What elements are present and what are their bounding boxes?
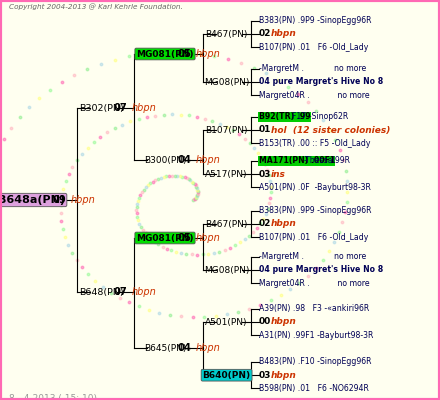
Text: hbpn: hbpn	[196, 49, 220, 59]
Text: A501(PN) .0F  -Bayburt98-3R: A501(PN) .0F -Bayburt98-3R	[259, 183, 370, 192]
Text: B383(PN) .9P9 -SinopEgg96R: B383(PN) .9P9 -SinopEgg96R	[259, 206, 371, 215]
Text: hol  (12 sister colonies): hol (12 sister colonies)	[271, 126, 390, 134]
Text: B645(PN): B645(PN)	[144, 344, 186, 352]
Text: hbpn: hbpn	[196, 155, 220, 165]
Text: hbpn: hbpn	[271, 371, 297, 380]
Text: F17 -Sinop62R: F17 -Sinop62R	[293, 112, 348, 121]
Text: B640(PN): B640(PN)	[202, 371, 251, 380]
Text: B598(PN) .01   F6 -NO6294R: B598(PN) .01 F6 -NO6294R	[259, 384, 369, 393]
Text: B648(PN): B648(PN)	[79, 288, 124, 296]
Text: 03: 03	[259, 371, 271, 380]
Text: MG08(PN): MG08(PN)	[204, 78, 249, 86]
Text: A501(PN): A501(PN)	[205, 318, 248, 326]
Text: 03: 03	[259, 170, 271, 178]
Text: B648a(PN): B648a(PN)	[0, 195, 65, 205]
Text: B483(PN) .F10 -SinopEgg96R: B483(PN) .F10 -SinopEgg96R	[259, 358, 371, 366]
Text: Margret04R .           no more: Margret04R . no more	[259, 279, 369, 288]
Text: Margret04R .           no more: Margret04R . no more	[259, 91, 369, 100]
Text: ins: ins	[271, 170, 286, 178]
Text: 07: 07	[114, 287, 128, 297]
Text: 04: 04	[177, 343, 191, 353]
Text: MG081(PN): MG081(PN)	[136, 234, 194, 242]
Text: hbpn: hbpn	[271, 30, 297, 38]
Text: B467(PN): B467(PN)	[205, 220, 248, 228]
Text: hbpn: hbpn	[196, 343, 220, 353]
Text: hbpn: hbpn	[132, 287, 157, 297]
Text: hbpn: hbpn	[271, 318, 297, 326]
Text: B107(PN) .01   F6 -Old_Lady: B107(PN) .01 F6 -Old_Lady	[259, 233, 368, 242]
Text: 00: 00	[259, 318, 271, 326]
Text: A517(PN): A517(PN)	[205, 170, 248, 178]
Text: 07: 07	[114, 103, 128, 113]
Text: hbpn: hbpn	[196, 233, 220, 243]
Text: B107(PN): B107(PN)	[205, 126, 248, 134]
Text: B300(PN): B300(PN)	[144, 156, 186, 164]
Text: hbpn: hbpn	[132, 103, 157, 113]
Text: B153(TR) .00 :: F5 -Old_Lady: B153(TR) .00 :: F5 -Old_Lady	[259, 139, 370, 148]
Text: -MargretM .            no more: -MargretM . no more	[259, 64, 366, 73]
Text: B107(PN) .01   F6 -Old_Lady: B107(PN) .01 F6 -Old_Lady	[259, 43, 368, 52]
Text: 04 pure Margret's Hive No 8: 04 pure Margret's Hive No 8	[259, 266, 383, 274]
Text: hbpn: hbpn	[271, 220, 297, 228]
Text: 02: 02	[259, 220, 271, 228]
Text: -Thessal99R: -Thessal99R	[304, 156, 351, 165]
Text: Copyright 2004-2013 @ Karl Kehrle Foundation.: Copyright 2004-2013 @ Karl Kehrle Founda…	[9, 3, 183, 10]
Text: B92(TR) .99: B92(TR) .99	[259, 112, 310, 121]
Text: A31(PN) .99F1 -Bayburt98-3R: A31(PN) .99F1 -Bayburt98-3R	[259, 331, 373, 340]
Text: B302(PN): B302(PN)	[79, 104, 124, 112]
Text: B383(PN) .9P9 -SinopEgg96R: B383(PN) .9P9 -SinopEgg96R	[259, 16, 371, 25]
Text: A39(PN) .98   F3 -«ankiri96R: A39(PN) .98 F3 -«ankiri96R	[259, 304, 369, 313]
Text: B467(PN): B467(PN)	[205, 30, 248, 38]
Text: 05: 05	[177, 49, 191, 59]
Text: 04: 04	[177, 155, 191, 165]
Text: -MargretM .            no more: -MargretM . no more	[259, 252, 366, 261]
Text: 04 pure Margret's Hive No 8: 04 pure Margret's Hive No 8	[259, 78, 383, 86]
Text: 02: 02	[259, 30, 271, 38]
Text: 09: 09	[52, 195, 66, 205]
Text: hbpn: hbpn	[70, 195, 95, 205]
Text: MG08(PN): MG08(PN)	[204, 266, 249, 274]
Text: 05: 05	[177, 233, 191, 243]
Text: 8-  4-2013 ( 15: 10): 8- 4-2013 ( 15: 10)	[9, 394, 97, 400]
Text: MG081(PN): MG081(PN)	[136, 50, 194, 58]
Text: 01: 01	[259, 126, 271, 134]
Text: MA171(PN) .00F1: MA171(PN) .00F1	[259, 156, 335, 165]
